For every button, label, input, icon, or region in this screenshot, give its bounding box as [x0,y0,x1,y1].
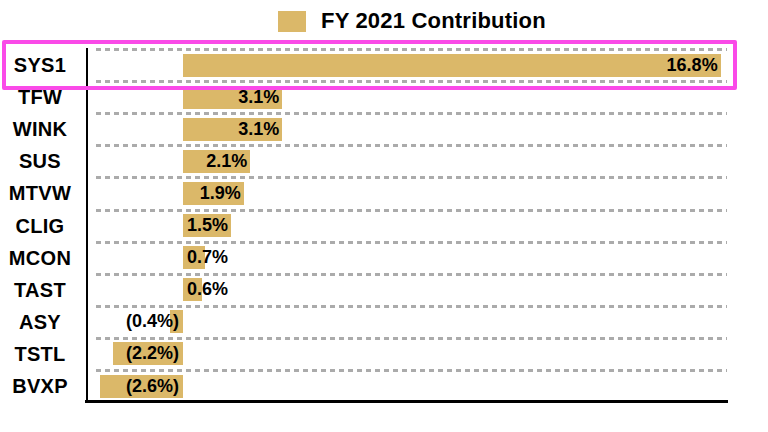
category-label-mtvw: MTVW [0,182,80,205]
category-label-tast: TAST [0,278,80,301]
gridline [96,369,727,372]
chart-legend: FY 2021 Contribution [278,8,546,34]
bar-sys1 [183,54,721,77]
category-label-asy: ASY [0,310,80,333]
value-label: 16.8% [667,54,718,77]
legend-swatch [278,11,306,32]
y-axis-line [86,48,88,402]
gridline [96,337,727,340]
value-label: (2.2%) [126,342,179,365]
gridline [96,112,727,115]
category-label-sys1: SYS1 [0,54,80,77]
category-label-sus: SUS [0,150,80,173]
value-label: 3.1% [238,86,279,109]
value-label: 3.1% [238,118,279,141]
gridline [96,80,727,83]
category-label-tfw: TFW [0,86,80,109]
value-label: 1.5% [187,214,228,237]
category-label-tstl: TSTL [0,342,80,365]
gridline [96,176,727,179]
gridline [96,305,727,308]
value-label: 1.9% [200,182,241,205]
plot-area: 16.8% 3.1% 3.1% 2.1% 1.9% 1.5% 0.7% 0.6% (0.4%) (… [88,46,728,404]
chart-title: FY 2021 Contribution [321,8,546,34]
value-label: (0.4%) [126,310,179,333]
x-axis-line [85,400,728,403]
gridline [96,241,727,244]
value-label: 0.7% [187,246,228,269]
category-label-bvxp: BVXP [0,375,80,398]
gridline [96,48,727,51]
contribution-bar-chart: FY 2021 Contribution SYS1 TFW WINK SUS MTVW C… [0,0,768,432]
gridline [96,273,727,276]
gridline [96,144,727,147]
category-label-mcon: MCON [0,246,80,269]
gridline [96,209,727,212]
category-label-wink: WINK [0,118,80,141]
value-label: 0.6% [187,278,228,301]
category-label-clig: CLIG [0,214,80,237]
value-label: 2.1% [206,150,247,173]
value-label: (2.6%) [126,375,179,398]
category-axis: SYS1 TFW WINK SUS MTVW CLIG MCON TAST ASY TSTL BVX… [0,46,80,404]
